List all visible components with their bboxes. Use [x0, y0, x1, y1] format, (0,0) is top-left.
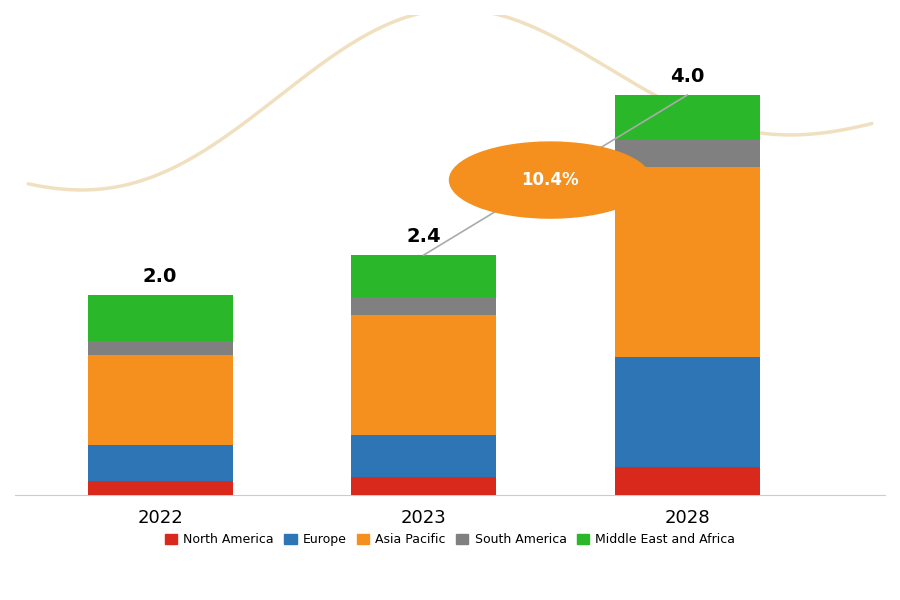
Bar [615, 467, 760, 495]
Legend: North America, Europe, Asia Pacific, South America, Middle East and Africa: North America, Europe, Asia Pacific, Sou… [159, 529, 741, 551]
Bar [615, 140, 760, 167]
Bar [351, 477, 496, 495]
Ellipse shape [449, 142, 651, 218]
Bar [351, 435, 496, 477]
Text: 2.0: 2.0 [143, 267, 177, 286]
Bar [87, 445, 232, 481]
Bar [351, 315, 496, 435]
Bar [87, 295, 232, 341]
Bar [87, 355, 232, 445]
Bar [615, 95, 760, 140]
Text: 10.4%: 10.4% [521, 171, 579, 189]
Bar [87, 481, 232, 495]
Bar [615, 357, 760, 467]
Bar [351, 255, 496, 297]
Text: 2.4: 2.4 [406, 227, 441, 246]
Bar [615, 167, 760, 357]
Bar [87, 341, 232, 355]
Bar [351, 297, 496, 315]
Text: 4.0: 4.0 [670, 67, 705, 86]
